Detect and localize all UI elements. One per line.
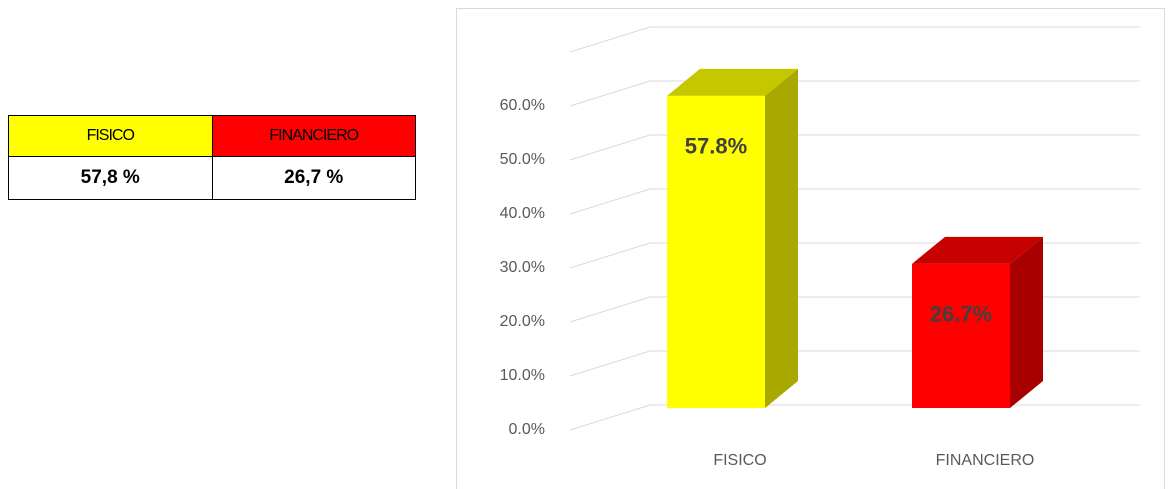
bar xyxy=(912,236,1043,408)
bar-side xyxy=(1010,236,1043,408)
y-tick-label: 40.0% xyxy=(500,205,545,222)
y-tick-label: 50.0% xyxy=(500,151,545,168)
grid-line xyxy=(569,350,1140,377)
grid-line xyxy=(569,134,1140,161)
grid-line xyxy=(569,80,1140,107)
grid-line xyxy=(569,26,1140,53)
bar xyxy=(667,68,798,408)
x-tick-label: FINANCIERO xyxy=(936,452,1035,469)
bar-front xyxy=(912,263,1010,408)
bar-top xyxy=(912,236,1043,264)
value-cell: 57,8 % xyxy=(8,156,213,200)
grid-line xyxy=(569,188,1140,215)
y-tick-label: 20.0% xyxy=(500,313,545,330)
bar-top xyxy=(667,68,798,96)
y-tick-label: 0.0% xyxy=(509,421,545,438)
grid-line xyxy=(569,242,1140,269)
bar-front xyxy=(667,95,765,408)
data-label: 57.8% xyxy=(685,134,747,159)
grid-line xyxy=(569,296,1140,323)
x-tick-label: FISICO xyxy=(713,452,766,469)
grid-line xyxy=(569,404,1140,431)
summary-table: FISICO FINANCIERO 57,8 % 26,7 % xyxy=(8,115,416,200)
data-label: 26.7% xyxy=(930,302,992,327)
header-cell: FINANCIERO xyxy=(211,115,416,157)
header-cell: FISICO xyxy=(8,115,213,157)
y-tick-label: 10.0% xyxy=(500,367,545,384)
bar-side xyxy=(765,68,798,408)
y-tick-label: 60.0% xyxy=(500,97,545,114)
chart-frame xyxy=(456,8,1165,489)
value-cell: 26,7 % xyxy=(211,156,416,200)
y-tick-label: 30.0% xyxy=(500,259,545,276)
